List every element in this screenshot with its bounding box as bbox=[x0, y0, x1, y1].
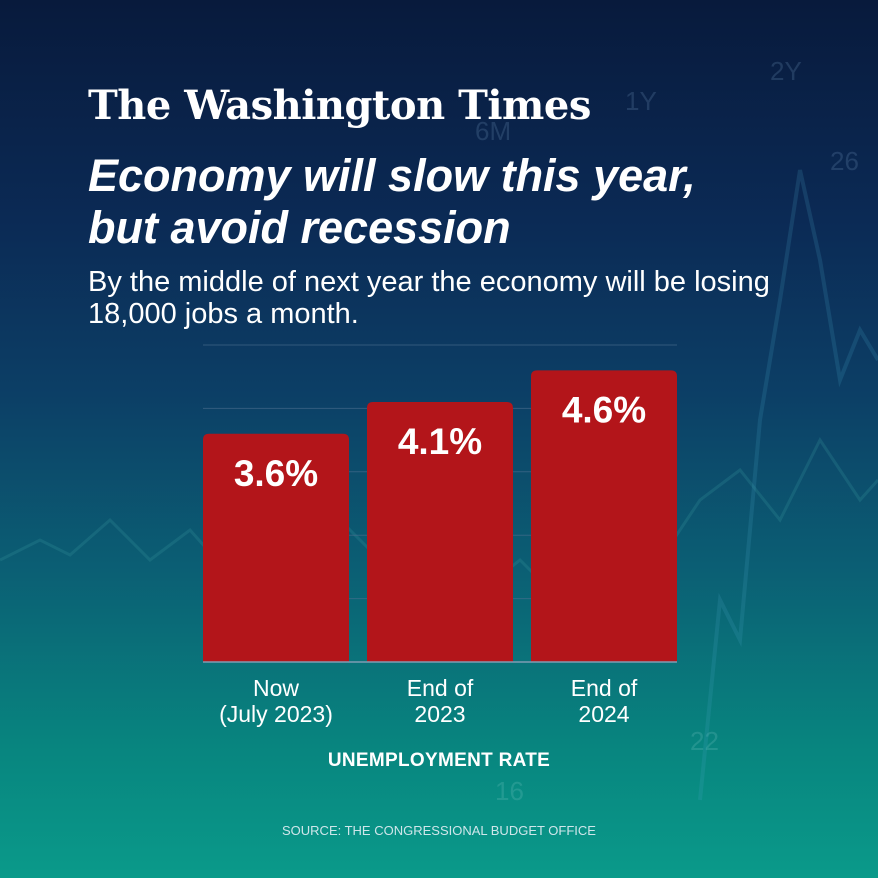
x-axis-title: UNEMPLOYMENT RATE bbox=[327, 750, 551, 771]
category-label-line: End of bbox=[406, 675, 474, 701]
bar-value-label: 4.6% bbox=[562, 389, 646, 430]
headline-line-2: but avoid recession bbox=[88, 202, 511, 253]
bar-value-label: 4.1% bbox=[398, 421, 482, 462]
category-label: Now (July 2023) bbox=[196, 675, 356, 727]
category-label-line: (July 2023) bbox=[219, 701, 333, 727]
category-label-line: 2024 bbox=[578, 701, 630, 727]
category-label: End of 2024 bbox=[524, 675, 684, 727]
category-label-line: 2023 bbox=[414, 701, 466, 727]
category-label-line: End of bbox=[570, 675, 638, 701]
source-note: SOURCE: THE CONGRESSIONAL BUDGET OFFICE bbox=[282, 823, 596, 838]
washington-times-logo: The Washington Times bbox=[88, 82, 591, 129]
bar bbox=[531, 370, 677, 662]
category-label: End of 2023 bbox=[360, 675, 520, 727]
category-label-line: Now bbox=[252, 675, 299, 701]
headline: Economy will slow this year, but avoid r… bbox=[88, 150, 808, 254]
bar bbox=[203, 433, 349, 662]
subheadline: By the middle of next year the economy w… bbox=[88, 266, 770, 330]
headline-line-1: Economy will slow this year, bbox=[88, 150, 696, 201]
bar-value-label: 3.6% bbox=[234, 453, 318, 494]
bar bbox=[367, 402, 513, 662]
